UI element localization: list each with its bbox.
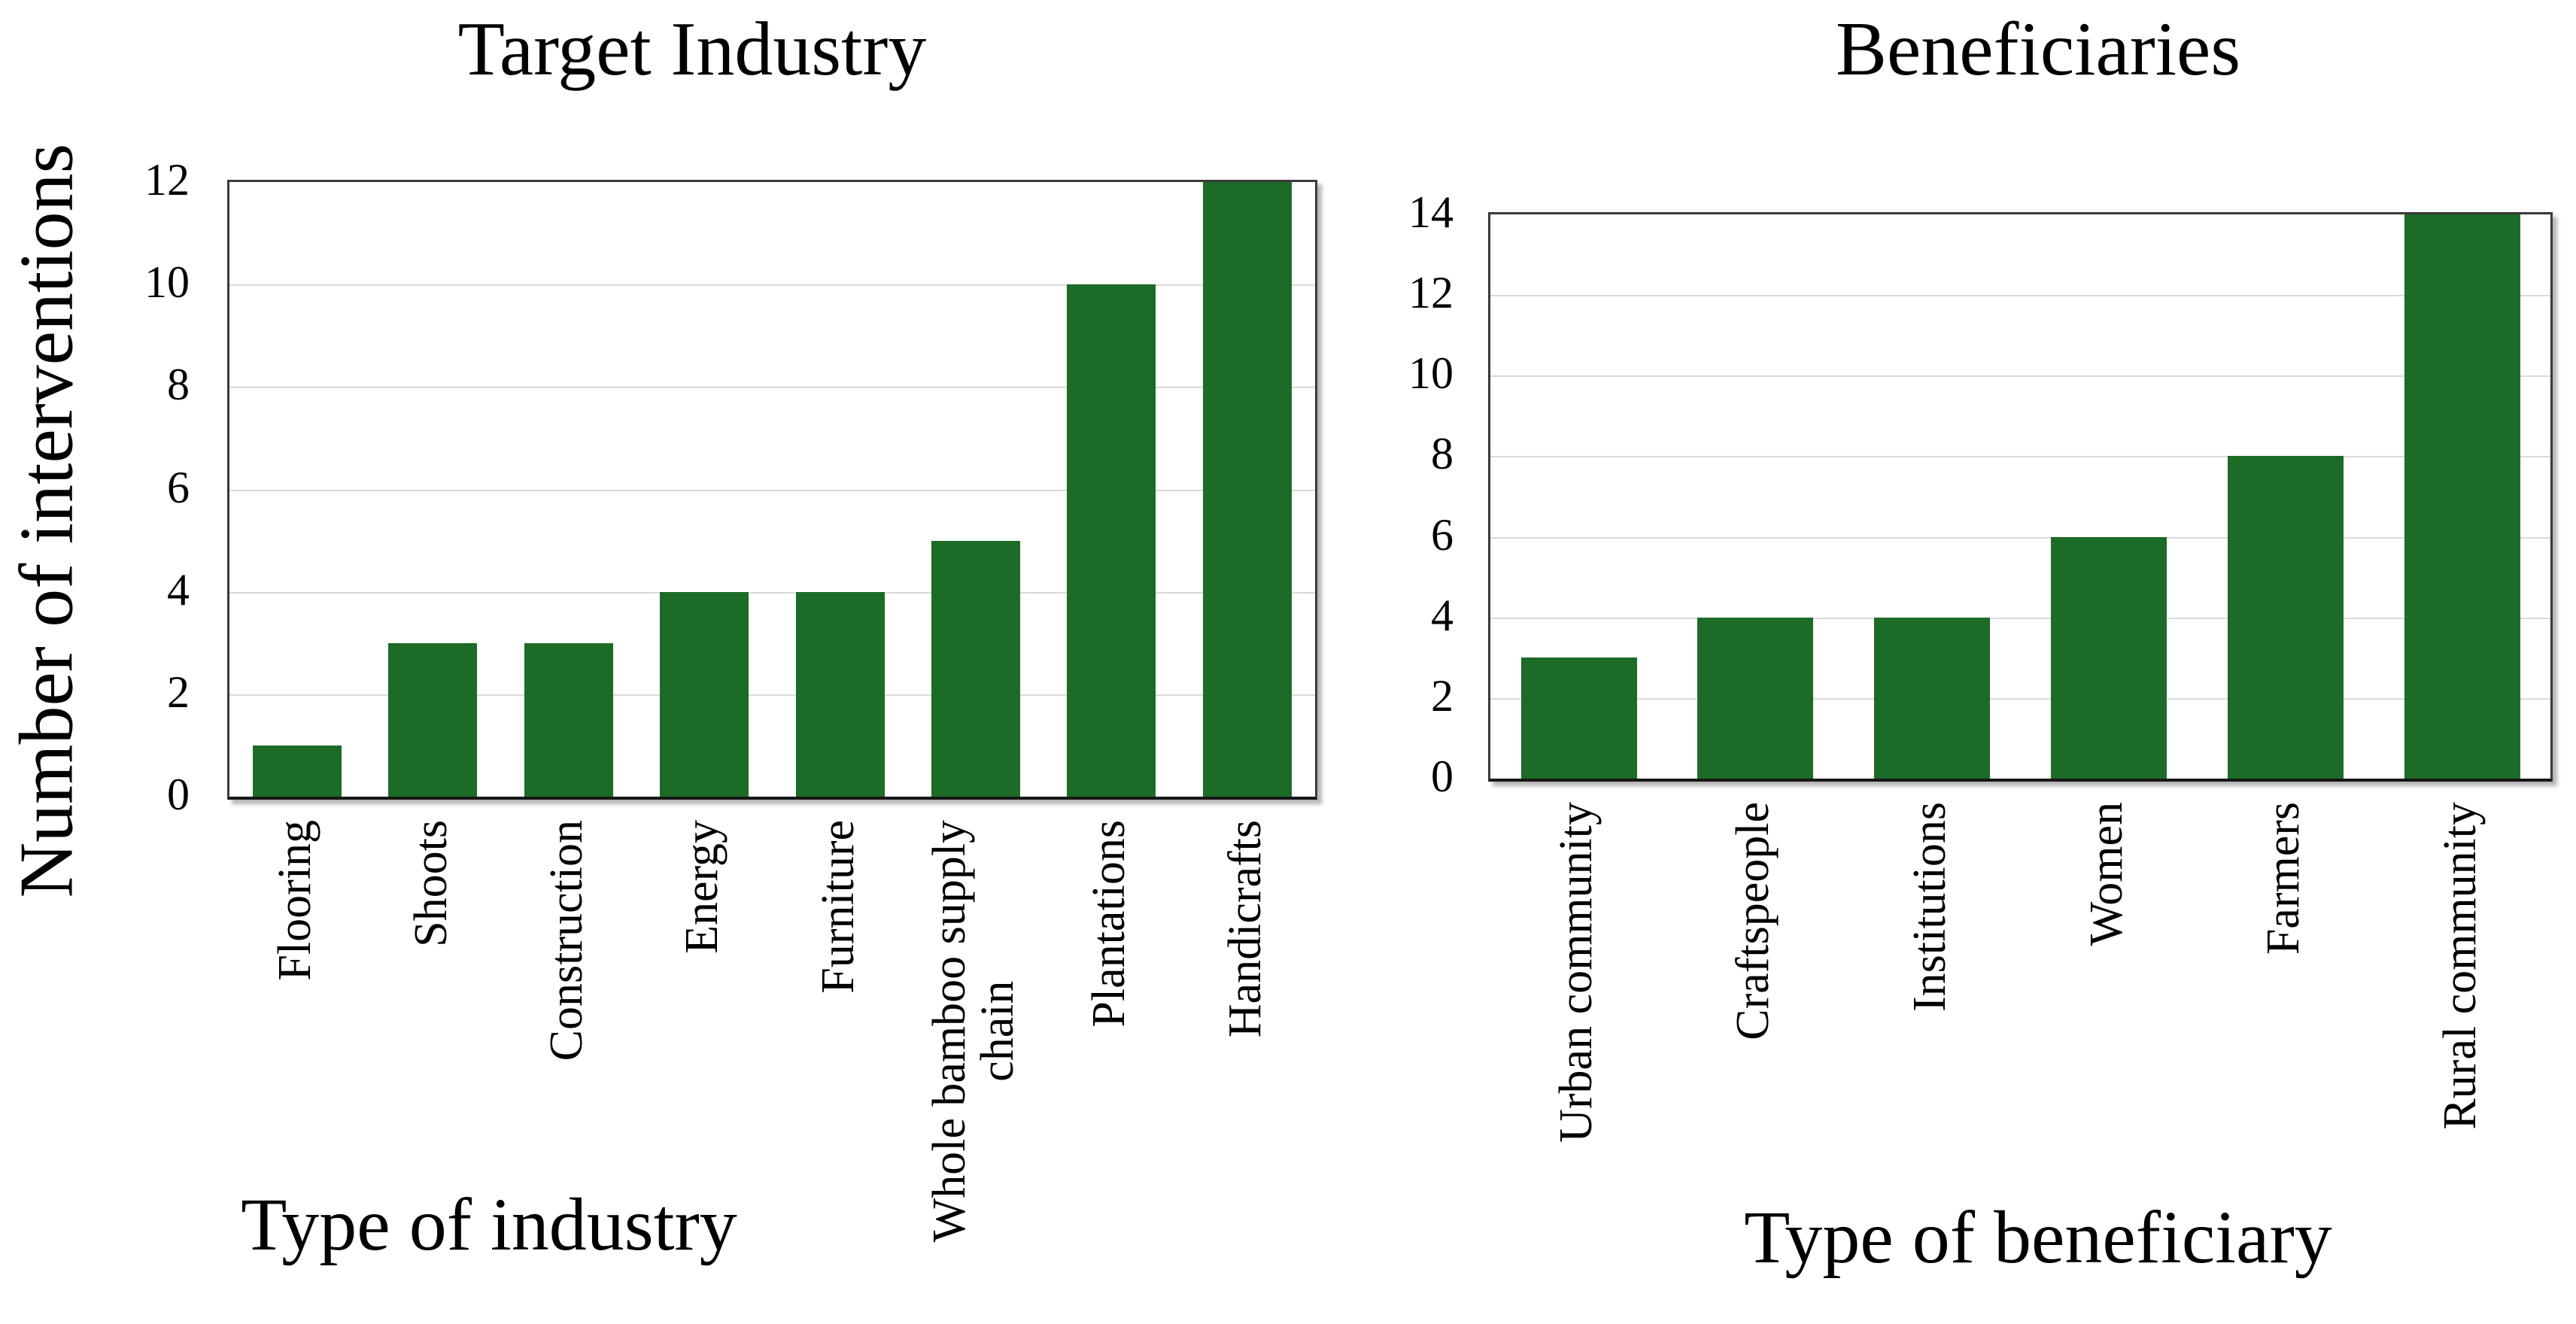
y-tick-label-8: 8	[1431, 429, 1454, 478]
gridline-2	[1490, 698, 2550, 700]
gridline-8	[229, 387, 1315, 388]
y-tick-label-8: 8	[167, 360, 190, 409]
plot-area	[1488, 212, 2553, 782]
x-category-label-text: Institutions	[1904, 802, 1955, 1013]
x-category-label-text: Rural community	[2435, 802, 2486, 1130]
y-tick-label-10: 10	[144, 257, 190, 307]
x-category-label-text: Women	[2081, 802, 2132, 946]
plot-area	[227, 180, 1317, 800]
bar-flooring	[253, 746, 342, 797]
y-tick-label-4: 4	[1431, 591, 1454, 640]
y-tick-label-12: 12	[144, 155, 190, 205]
bar-rural-community	[2404, 214, 2520, 779]
x-axis-title: Type of beneficiary	[1744, 1195, 2332, 1279]
bar-construction	[524, 643, 613, 797]
x-category-label-text: Farmers	[2258, 802, 2309, 955]
bar-farmers	[2228, 456, 2344, 779]
bar-handicrafts	[1203, 182, 1292, 797]
bar-women	[2051, 537, 2167, 779]
bar-institutions	[1874, 618, 1990, 779]
gridline-4	[1490, 618, 2550, 619]
gridline-10	[1490, 375, 2550, 377]
y-tick-label-14: 14	[1408, 187, 1454, 237]
bar-urban-community	[1521, 657, 1637, 779]
bar-plantations	[1067, 284, 1156, 797]
gridline-2	[229, 694, 1315, 696]
gridline-4	[229, 592, 1315, 594]
bar-energy	[660, 592, 749, 797]
chart-title: Beneficiaries	[1835, 6, 2241, 92]
bar-craftspeople	[1697, 618, 1813, 779]
y-tick-label-0: 0	[167, 770, 190, 819]
gridline-12	[1490, 295, 2550, 296]
y-tick-label-6: 6	[1431, 510, 1454, 560]
gridline-10	[229, 284, 1315, 286]
bar-furniture	[796, 592, 885, 797]
y-tick-label-4: 4	[167, 565, 190, 615]
gridline-6	[229, 490, 1315, 491]
y-tick-label-6: 6	[167, 463, 190, 512]
x-category-label-text: Urban community	[1551, 802, 1602, 1143]
x-category-label-text: Craftspeople	[1727, 802, 1779, 1040]
chart-title: Target Industry	[457, 6, 927, 92]
gridline-6	[1490, 537, 2550, 539]
y-tick-label-10: 10	[1408, 348, 1454, 398]
gridline-8	[1490, 456, 2550, 457]
x-axis-title: Type of industry	[241, 1183, 737, 1266]
y-tick-label-12: 12	[1408, 268, 1454, 317]
bar-whole-bamboo-supply-chain	[931, 541, 1020, 797]
y-tick-label-2: 2	[167, 667, 190, 717]
y-tick-label-0: 0	[1431, 752, 1454, 801]
bar-shoots	[388, 643, 477, 797]
y-tick-label-2: 2	[1431, 671, 1454, 721]
